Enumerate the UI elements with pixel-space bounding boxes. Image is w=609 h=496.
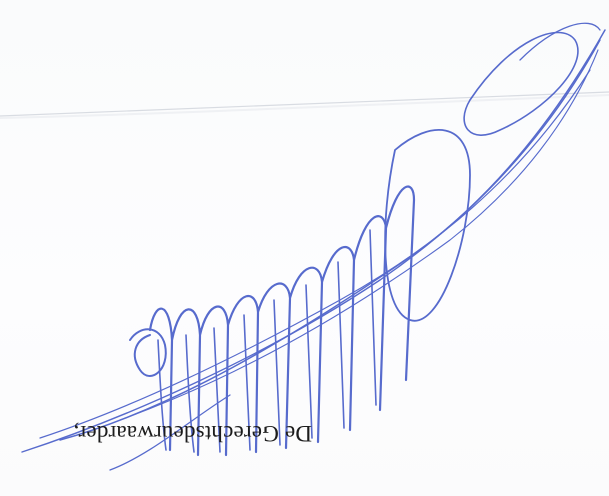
caption-text: De Gerechtsdeurwaarder, [73, 421, 312, 446]
